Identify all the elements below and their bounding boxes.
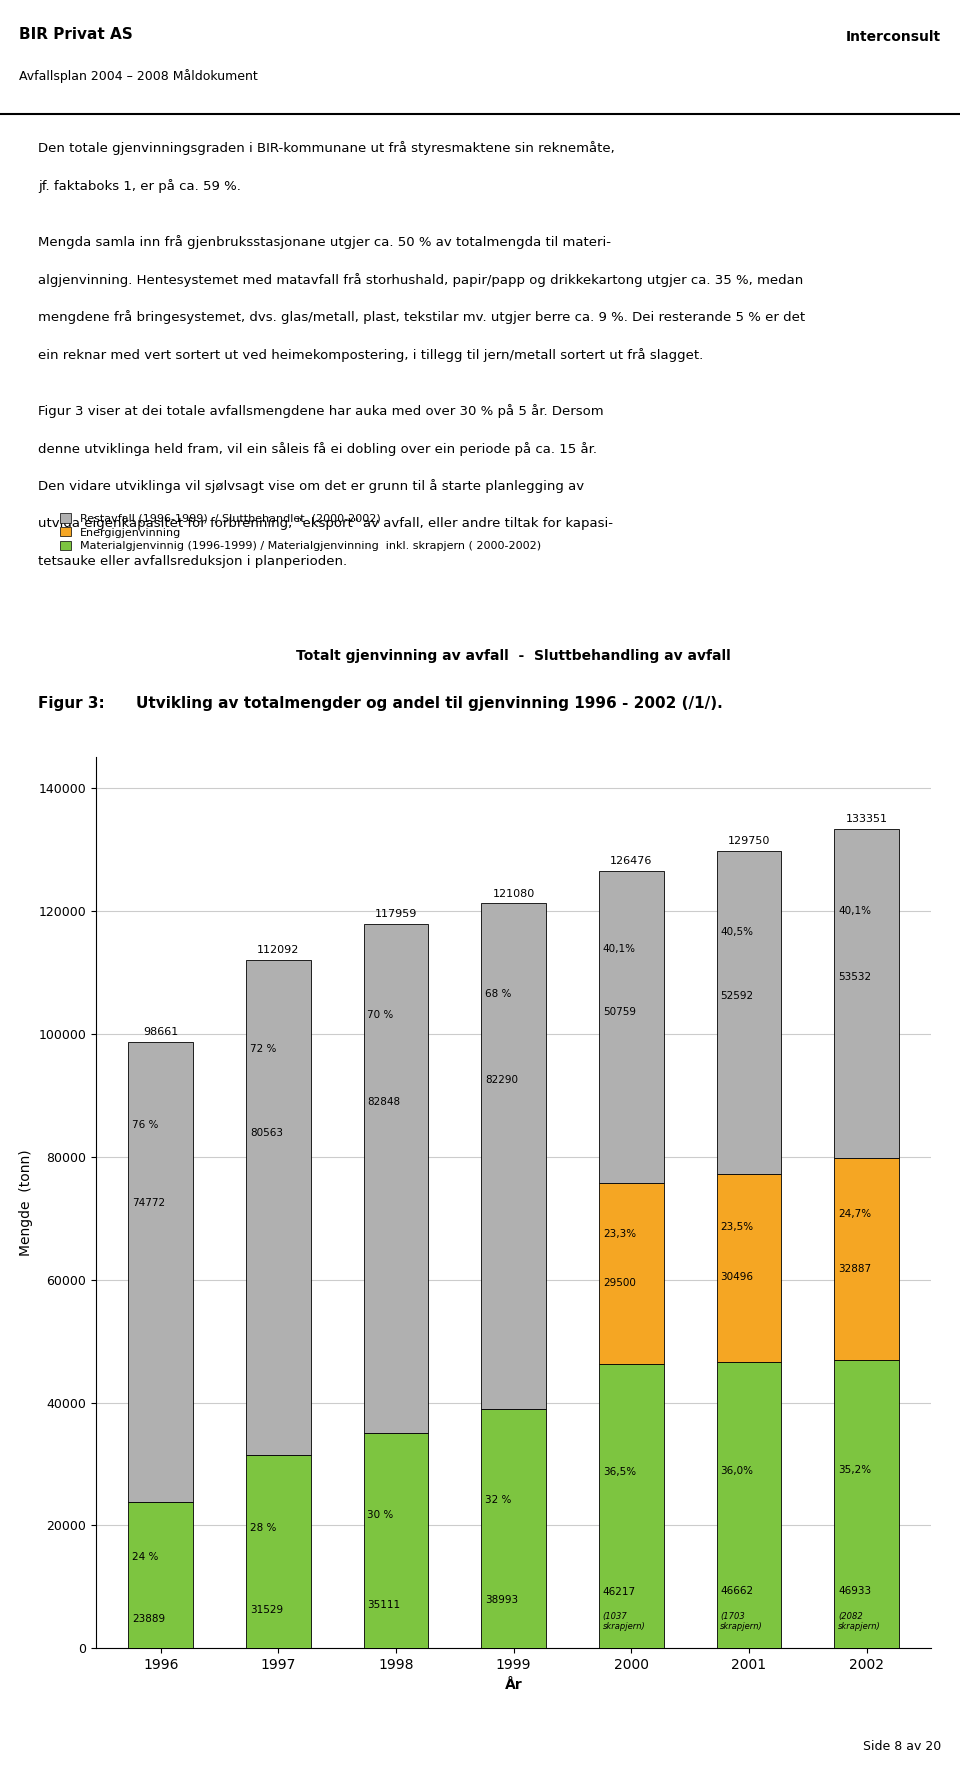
Bar [246, 1454, 311, 1648]
Text: 74772: 74772 [132, 1198, 165, 1208]
Bar [599, 1365, 663, 1648]
Text: 129750: 129750 [728, 836, 770, 846]
Text: 133351: 133351 [846, 814, 887, 823]
Text: 40,1%: 40,1% [603, 944, 636, 953]
Legend: Restavfall (1996-1999)  / Sluttbehandlet  (2000-2002), Energigjenvinning, Materi: Restavfall (1996-1999) / Sluttbehandlet … [60, 513, 540, 551]
Text: 72 %: 72 % [250, 1044, 276, 1053]
Text: Mengda samla inn frå gjenbruksstasjonane utgjer ca. 50 % av totalmengda til mate: Mengda samla inn frå gjenbruksstasjonane… [38, 235, 612, 249]
Text: (2082
skrapjern): (2082 skrapjern) [838, 1611, 880, 1631]
Text: 50759: 50759 [603, 1007, 636, 1016]
Text: 24,7%: 24,7% [838, 1210, 871, 1219]
Bar [246, 959, 311, 1454]
Text: denne utviklinga held fram, vil ein såleis få ei dobling over ein periode på ca.: denne utviklinga held fram, vil ein såle… [38, 442, 597, 456]
Bar [364, 1433, 428, 1648]
Text: 32887: 32887 [838, 1263, 871, 1274]
Bar [129, 1502, 193, 1648]
Text: 29500: 29500 [603, 1278, 636, 1288]
Text: 76 %: 76 % [132, 1119, 158, 1130]
Text: 40,1%: 40,1% [838, 907, 871, 916]
Bar [834, 1158, 899, 1360]
Text: jf. faktaboks 1, er på ca. 59 %.: jf. faktaboks 1, er på ca. 59 %. [38, 178, 241, 192]
Text: 23889: 23889 [132, 1614, 165, 1623]
Text: 121080: 121080 [492, 889, 535, 900]
Bar [716, 852, 781, 1174]
Text: 82848: 82848 [368, 1096, 400, 1107]
Text: 30496: 30496 [720, 1272, 754, 1283]
Text: Figur 3 viser at dei totale avfallsmengdene har auka med over 30 % på 5 år. Ders: Figur 3 viser at dei totale avfallsmengd… [38, 405, 604, 419]
Text: 35,2%: 35,2% [838, 1465, 871, 1474]
Text: 36,5%: 36,5% [603, 1467, 636, 1477]
Text: 68 %: 68 % [485, 989, 512, 1000]
Text: BIR Privat AS: BIR Privat AS [19, 27, 132, 41]
Text: mengdene frå bringesystemet, dvs. glas/metall, plast, tekstilar mv. utgjer berre: mengdene frå bringesystemet, dvs. glas/m… [38, 310, 805, 324]
Bar [716, 1174, 781, 1361]
Text: Figur 3:: Figur 3: [38, 697, 106, 711]
Text: 23,5%: 23,5% [720, 1222, 754, 1231]
Bar [129, 1042, 193, 1502]
Text: 52592: 52592 [720, 991, 754, 1001]
Text: Utvikling av totalmengder og andel til gjenvinning 1996 - 2002 (/1/).: Utvikling av totalmengder og andel til g… [135, 697, 722, 711]
Text: 46933: 46933 [838, 1586, 871, 1595]
Text: ein reknar med vert sortert ut ved heimekompostering, i tillegg til jern/metall : ein reknar med vert sortert ut ved heime… [38, 347, 704, 362]
Text: Interconsult: Interconsult [846, 30, 941, 45]
Bar [834, 829, 899, 1158]
Y-axis label: Mengde  (tonn): Mengde (tonn) [19, 1149, 33, 1256]
Text: 46662: 46662 [720, 1586, 754, 1597]
Text: 36,0%: 36,0% [720, 1465, 754, 1475]
Text: 53532: 53532 [838, 971, 871, 982]
Bar [716, 1361, 781, 1648]
Text: 23,3%: 23,3% [603, 1230, 636, 1238]
Text: 117959: 117959 [374, 909, 418, 918]
Text: 32 %: 32 % [485, 1495, 512, 1504]
Text: 35111: 35111 [368, 1600, 400, 1611]
Bar [364, 923, 428, 1433]
Bar [481, 1410, 546, 1648]
Text: 30 %: 30 % [368, 1509, 394, 1520]
Bar [599, 871, 663, 1183]
Text: algjenvinning. Hentesystemet med matavfall frå storhushald, papir/papp og drikke: algjenvinning. Hentesystemet med matavfa… [38, 273, 804, 287]
Text: 46217: 46217 [603, 1586, 636, 1597]
Bar [599, 1183, 663, 1365]
Text: 80563: 80563 [250, 1128, 283, 1139]
Text: 28 %: 28 % [250, 1524, 276, 1533]
Text: Den totale gjenvinningsgraden i BIR-kommunane ut frå styresmaktene sin reknemåte: Den totale gjenvinningsgraden i BIR-komm… [38, 141, 615, 155]
Bar [481, 903, 546, 1410]
Text: Side 8 av 20: Side 8 av 20 [862, 1739, 941, 1753]
Text: (1703
skrapjern): (1703 skrapjern) [720, 1611, 763, 1631]
Text: 98661: 98661 [143, 1026, 179, 1037]
Text: Avfallsplan 2004 – 2008 Måldokument: Avfallsplan 2004 – 2008 Måldokument [19, 69, 258, 84]
Bar [834, 1360, 899, 1648]
Text: 70 %: 70 % [368, 1010, 394, 1019]
Text: 40,5%: 40,5% [720, 927, 754, 937]
Text: 31529: 31529 [250, 1604, 283, 1614]
Text: Den vidare utviklinga vil sjølvsagt vise om det er grunn til å starte planleggin: Den vidare utviklinga vil sjølvsagt vise… [38, 479, 585, 494]
Text: 82290: 82290 [485, 1075, 518, 1085]
Text: 126476: 126476 [610, 857, 653, 866]
Title: Totalt gjenvinning av avfall  -  Sluttbehandling av avfall: Totalt gjenvinning av avfall - Sluttbeha… [297, 649, 731, 663]
X-axis label: År: År [505, 1677, 522, 1691]
Text: utvida eigenkapasitet for forbrenning, "eksport" av avfall, eller andre tiltak f: utvida eigenkapasitet for forbrenning, "… [38, 517, 613, 529]
Text: 112092: 112092 [257, 944, 300, 955]
Text: 38993: 38993 [485, 1595, 518, 1606]
Text: (1037
skrapjern): (1037 skrapjern) [603, 1613, 645, 1631]
Text: 24 %: 24 % [132, 1552, 158, 1563]
Text: tetsauke eller avfallsreduksjon i planperioden.: tetsauke eller avfallsreduksjon i planpe… [38, 554, 348, 567]
